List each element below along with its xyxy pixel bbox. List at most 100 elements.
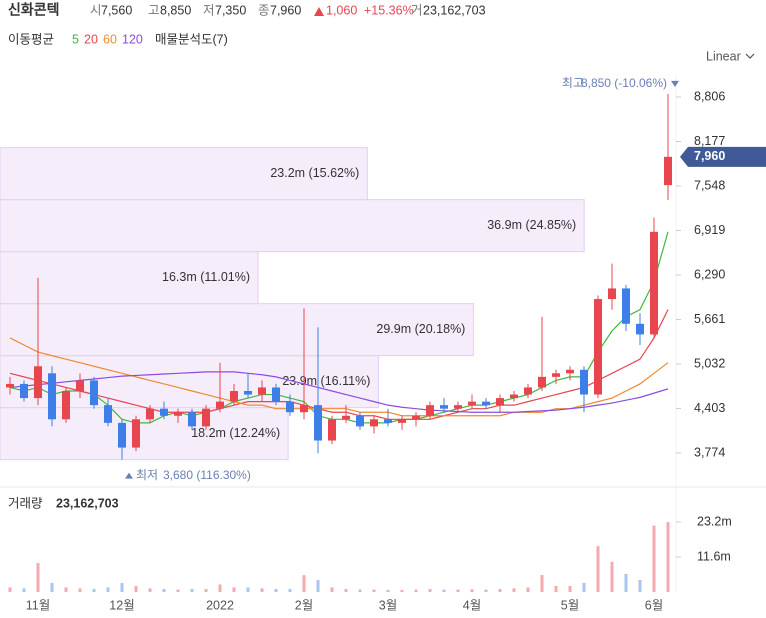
- x-tick-label: 2022: [206, 598, 234, 612]
- legend-entry: 120: [122, 32, 143, 46]
- volume-bar: [498, 588, 502, 592]
- candle-body: [188, 412, 196, 427]
- volume-bar: [106, 587, 110, 592]
- profile-label: 23.2m (15.62%): [270, 166, 359, 180]
- y-tick-label: 6,290: [694, 267, 725, 281]
- candle-body: [90, 380, 98, 406]
- volume-bar: [190, 588, 194, 592]
- y-tick-label: 5,032: [694, 356, 725, 370]
- candle-body: [160, 408, 168, 416]
- quote-prefix: 고: [148, 3, 160, 17]
- candle-body: [650, 231, 658, 335]
- volume-bar: [316, 579, 320, 592]
- volume-bar: [8, 587, 12, 592]
- volume-bar: [92, 588, 96, 592]
- y-tick-label: 3,774: [694, 445, 725, 459]
- profile-label: 29.9m (20.18%): [376, 322, 465, 336]
- volume-bar: [624, 573, 628, 592]
- volume-value: 23,162,703: [423, 3, 486, 17]
- profile-label: 18.2m (12.24%): [191, 426, 280, 440]
- quote-prefix: 종: [258, 3, 270, 17]
- candle-body: [230, 391, 238, 402]
- volume-bar: [120, 582, 124, 592]
- candle-body: [20, 383, 28, 399]
- candle-body: [538, 376, 546, 388]
- candle-body: [48, 373, 56, 420]
- quote-value: 7,350: [215, 3, 246, 17]
- moving-average: [9, 231, 669, 424]
- volume-bar: [400, 589, 404, 592]
- y-tick-label: 6,919: [694, 223, 725, 237]
- candle-body: [426, 405, 434, 416]
- candle-body: [496, 398, 504, 406]
- volume-bar: [428, 588, 432, 592]
- candle-body: [608, 288, 616, 300]
- volume-bar: [372, 589, 376, 592]
- candle-body: [300, 405, 308, 413]
- up-icon: [314, 7, 324, 16]
- candle-body: [216, 401, 224, 409]
- x-tick-label: 5월: [561, 598, 579, 612]
- volume-bar: [36, 563, 40, 592]
- legend-entry: 5: [72, 32, 79, 46]
- profile-band: [0, 199, 585, 253]
- volume-bar: [582, 582, 586, 592]
- profile-band: [0, 303, 474, 357]
- candle-body: [510, 394, 518, 399]
- candle-body: [524, 387, 532, 395]
- y-tick-label: 5,661: [694, 312, 725, 326]
- volume-bar: [64, 587, 68, 592]
- volume-bar: [512, 588, 516, 592]
- candle-body: [622, 288, 630, 324]
- candle-body: [174, 412, 182, 416]
- profile-band: [0, 251, 259, 305]
- candle-body: [370, 419, 378, 427]
- volume-bar: [666, 522, 670, 592]
- profile-label: 16.3m (11.01%): [162, 270, 250, 284]
- x-tick-label: 11월: [26, 598, 50, 612]
- y-tick-label: 7,548: [694, 178, 725, 192]
- candle-body: [34, 366, 42, 399]
- last-price-box: [680, 146, 766, 167]
- price-change-pct: +15.36%: [364, 3, 414, 17]
- chevron[interactable]: [745, 53, 755, 59]
- candle-body: [202, 408, 210, 427]
- volume-bar: [652, 525, 656, 592]
- x-tick-label: 12월: [109, 598, 134, 612]
- volume-bar: [540, 575, 544, 592]
- volume-bar: [78, 588, 82, 592]
- candle-body: [552, 373, 560, 377]
- candle-body: [314, 405, 322, 441]
- volume-subtitle: 23,162,703: [56, 496, 119, 510]
- volume-prefix: 거: [411, 3, 423, 17]
- scale-selector[interactable]: Linear: [706, 49, 741, 63]
- y-tick-label: 4,403: [694, 401, 725, 415]
- volume-bar: [330, 587, 334, 592]
- quote-value: 7,960: [270, 3, 301, 17]
- candle-body: [440, 405, 448, 409]
- candle-body: [398, 419, 406, 423]
- x-tick-label: 6월: [645, 598, 663, 612]
- volume-bar: [470, 589, 474, 592]
- quote-prefix: 시: [90, 3, 102, 17]
- candle-body: [482, 401, 490, 406]
- price-change: 1,060: [326, 3, 357, 17]
- candle-body: [6, 383, 14, 388]
- volume-bar: [204, 588, 208, 592]
- volume-bar: [568, 585, 572, 592]
- volume-bar: [176, 589, 180, 592]
- quote-prefix: 저: [203, 3, 215, 17]
- volume-bar: [638, 579, 642, 592]
- quote-value: 7,560: [101, 3, 132, 17]
- candle-body: [580, 369, 588, 395]
- up-icon: [125, 472, 133, 479]
- volume-bar: [344, 588, 348, 592]
- volume-bar: [554, 585, 558, 592]
- volume-title: 거래량: [8, 496, 43, 510]
- volume-bar: [526, 587, 530, 592]
- moving-average: [9, 309, 669, 420]
- stock-name: 신화콘텍: [8, 2, 60, 18]
- low-note-text: 3,680 (116.30%): [163, 468, 251, 482]
- down-icon: [671, 80, 679, 87]
- candle-body: [356, 415, 364, 427]
